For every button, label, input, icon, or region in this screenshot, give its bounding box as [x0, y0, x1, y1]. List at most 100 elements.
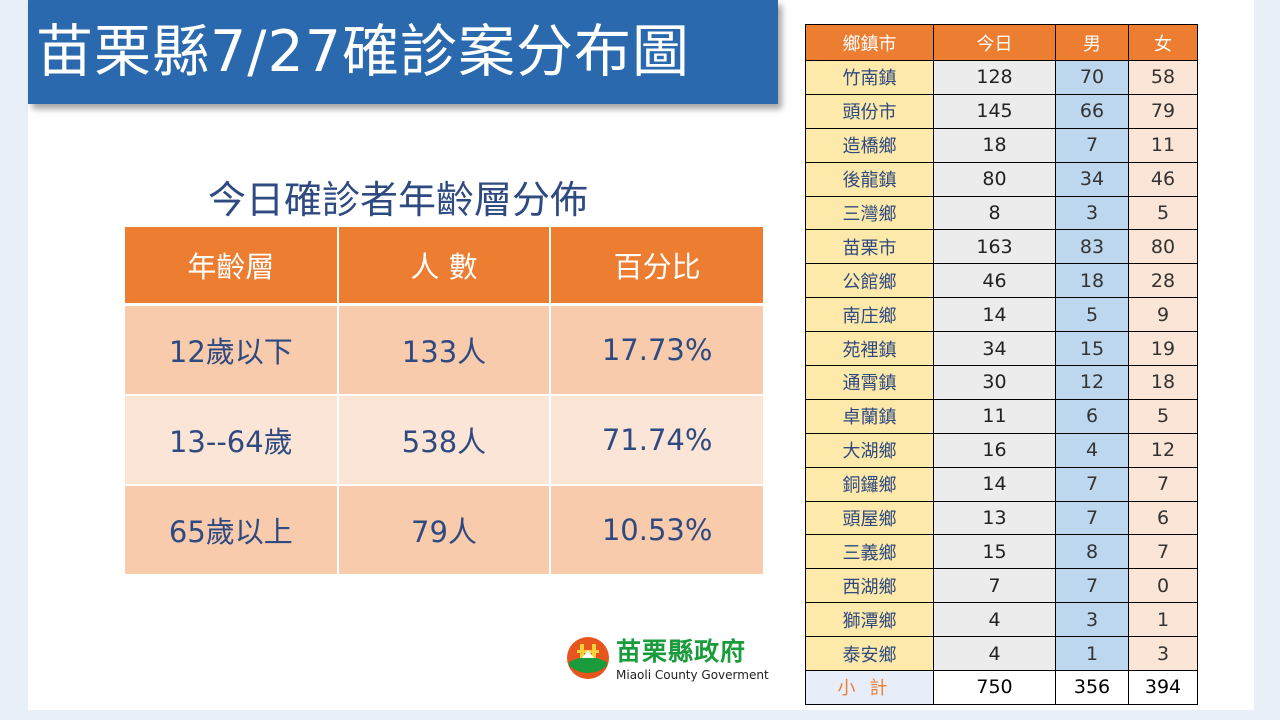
table-row: 南庄鄉 14 5 9 — [805, 297, 1198, 333]
district-today-cell: 145 — [933, 93, 1056, 129]
district-male-cell: 5 — [1055, 297, 1129, 333]
district-town-cell: 頭屋鄉 — [805, 500, 934, 536]
table-row: 苑裡鎮 34 15 19 — [805, 331, 1198, 367]
district-today-cell: 14 — [933, 297, 1056, 333]
page-title: 苗栗縣7/27確診案分布圖 — [36, 19, 690, 85]
table-row: 通霄鎮 30 12 18 — [805, 365, 1198, 400]
district-cases-table: 鄉鎮市 今日 男 女 竹南鎮 128 70 58 頭份市 145 66 79 造橋鄉 18 7 11 後… — [805, 24, 1198, 705]
district-today-cell: 128 — [933, 60, 1056, 95]
table-row: 三義鄉 15 8 7 — [805, 534, 1198, 570]
district-header-town: 鄉鎮市 — [805, 24, 934, 61]
district-header-male: 男 — [1055, 24, 1129, 61]
district-today-cell: 7 — [933, 568, 1056, 604]
table-row: 頭份市 145 66 79 — [805, 93, 1198, 129]
age-table-caption: 今日確診者年齡層分佈 — [208, 178, 589, 222]
district-town-cell: 獅潭鄉 — [805, 602, 934, 638]
district-today-cell: 18 — [933, 127, 1056, 163]
table-row: 公館鄉 46 18 28 — [805, 263, 1198, 299]
district-female-cell: 19 — [1128, 331, 1198, 367]
district-female-cell: 12 — [1128, 432, 1198, 468]
table-row: 13--64歲 538人 71.74% — [125, 395, 763, 486]
district-town-cell: 西湖鄉 — [805, 568, 934, 604]
district-female-cell: 11 — [1128, 127, 1198, 163]
district-town-cell: 銅鑼鄉 — [805, 466, 934, 502]
district-today-cell: 16 — [933, 432, 1056, 468]
title-banner: 苗栗縣7/27確診案分布圖 — [28, 0, 778, 104]
district-today-cell: 14 — [933, 466, 1056, 502]
table-row: 大湖鄉 16 4 12 — [805, 432, 1198, 468]
district-female-cell: 3 — [1128, 636, 1198, 672]
district-female-cell: 6 — [1128, 500, 1198, 536]
district-header-row: 鄉鎮市 今日 男 女 — [805, 24, 1198, 61]
district-header-female: 女 — [1128, 24, 1198, 61]
district-male-cell: 3 — [1055, 195, 1129, 231]
age-distribution-table: 年齡層 人 數 百分比 12歲以下 133人 17.73% 13--64歲 53… — [125, 227, 763, 576]
district-town-cell: 卓蘭鎮 — [805, 398, 934, 434]
logo-english-name: Miaoli County Goverment — [616, 668, 769, 682]
district-female-cell: 79 — [1128, 93, 1198, 129]
table-row: 苗栗市 163 83 80 — [805, 229, 1198, 265]
age-header-percent: 百分比 — [550, 227, 763, 306]
age-count-cell: 538人 — [337, 395, 552, 486]
district-male-cell: 83 — [1055, 229, 1129, 265]
district-total-today: 750 — [933, 670, 1056, 705]
age-percent-cell: 10.53% — [550, 485, 763, 576]
district-male-cell: 3 — [1055, 602, 1129, 638]
district-male-cell: 4 — [1055, 432, 1129, 468]
district-town-cell: 三灣鄉 — [805, 195, 934, 231]
district-today-cell: 30 — [933, 365, 1056, 400]
district-female-cell: 28 — [1128, 263, 1198, 299]
table-row: 獅潭鄉 4 3 1 — [805, 602, 1198, 638]
district-town-cell: 泰安鄉 — [805, 636, 934, 672]
district-town-cell: 南庄鄉 — [805, 297, 934, 333]
district-male-cell: 7 — [1055, 568, 1129, 604]
district-female-cell: 46 — [1128, 161, 1198, 197]
age-group-cell: 12歲以下 — [125, 304, 339, 396]
table-row: 造橋鄉 18 7 11 — [805, 127, 1198, 163]
district-today-cell: 8 — [933, 195, 1056, 231]
district-male-cell: 7 — [1055, 127, 1129, 163]
district-table-body: 竹南鎮 128 70 58 頭份市 145 66 79 造橋鄉 18 7 11 後龍鎮 80 34 46 三灣鄉… — [805, 60, 1198, 705]
district-today-cell: 4 — [933, 602, 1056, 638]
district-male-cell: 12 — [1055, 365, 1129, 400]
district-town-cell: 造橋鄉 — [805, 127, 934, 163]
county-logo: 苗栗縣政府 Miaoli County Goverment — [566, 632, 776, 690]
district-today-cell: 13 — [933, 500, 1056, 536]
district-today-cell: 34 — [933, 331, 1056, 367]
district-today-cell: 46 — [933, 263, 1056, 299]
district-town-cell: 通霄鎮 — [805, 365, 934, 400]
district-female-cell: 7 — [1128, 466, 1198, 502]
table-row: 12歲以下 133人 17.73% — [125, 304, 763, 396]
district-today-cell: 80 — [933, 161, 1056, 197]
district-male-cell: 7 — [1055, 500, 1129, 536]
district-male-cell: 1 — [1055, 636, 1129, 672]
age-percent-cell: 71.74% — [550, 395, 763, 486]
district-male-cell: 70 — [1055, 60, 1129, 95]
district-male-cell: 18 — [1055, 263, 1129, 299]
table-row: 西湖鄉 7 7 0 — [805, 568, 1198, 604]
district-today-cell: 15 — [933, 534, 1056, 570]
district-male-cell: 8 — [1055, 534, 1129, 570]
table-row: 泰安鄉 4 1 3 — [805, 636, 1198, 672]
district-female-cell: 5 — [1128, 398, 1198, 434]
table-row: 銅鑼鄉 14 7 7 — [805, 466, 1198, 502]
age-group-cell: 13--64歲 — [125, 395, 339, 486]
district-total-label: 小計 — [805, 670, 934, 705]
district-total-female: 394 — [1128, 670, 1198, 705]
district-male-cell: 7 — [1055, 466, 1129, 502]
district-female-cell: 80 — [1128, 229, 1198, 265]
district-today-cell: 163 — [933, 229, 1056, 265]
age-group-cell: 65歲以上 — [125, 485, 339, 576]
age-table-header-row: 年齡層 人 數 百分比 — [125, 227, 763, 306]
table-row: 頭屋鄉 13 7 6 — [805, 500, 1198, 536]
age-count-cell: 133人 — [337, 304, 552, 396]
district-male-cell: 6 — [1055, 398, 1129, 434]
district-today-cell: 11 — [933, 398, 1056, 434]
district-header-today: 今日 — [933, 24, 1056, 61]
district-town-cell: 頭份市 — [805, 93, 934, 129]
district-total-row: 小計 750 356 394 — [805, 670, 1198, 705]
table-row: 後龍鎮 80 34 46 — [805, 161, 1198, 197]
district-female-cell: 58 — [1128, 60, 1198, 95]
district-female-cell: 0 — [1128, 568, 1198, 604]
age-count-cell: 79人 — [337, 485, 552, 576]
